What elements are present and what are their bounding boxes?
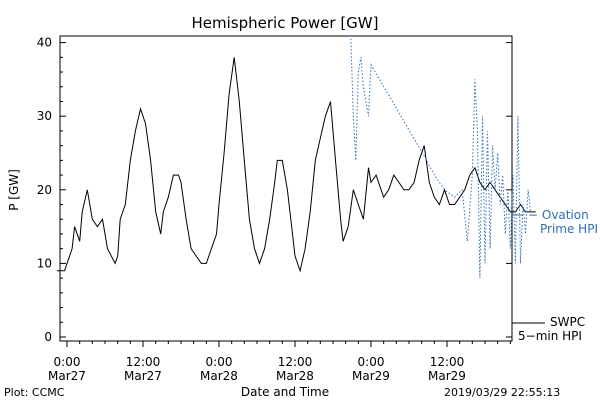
x-axis: 0:00Mar2712:00Mar270:00Mar2812:00Mar280:… <box>48 341 511 383</box>
y-axis-label: P [GW] <box>7 169 21 211</box>
x-tick-label-time: 12:00 <box>126 355 161 369</box>
y-tick-label: 30 <box>37 109 52 123</box>
footer-right: 2019/03/29 22:55:13 <box>444 386 560 399</box>
x-tick-label-date: Mar29 <box>428 369 466 383</box>
legend-ovation-line1: − Ovation <box>528 208 589 222</box>
x-tick-label-date: Mar28 <box>200 369 238 383</box>
legend-swpc-line1: SWPC <box>550 315 585 329</box>
x-tick-label-time: 0:00 <box>54 355 81 369</box>
legend-ovation-line2: Prime HPI <box>540 222 598 236</box>
y-tick-label: 0 <box>44 330 52 344</box>
x-tick-label-time: 12:00 <box>278 355 313 369</box>
series-swpc-line <box>56 57 536 273</box>
plot-area <box>56 35 536 279</box>
series-ovation-line <box>350 35 532 279</box>
x-tick-label-time: 0:00 <box>358 355 385 369</box>
legend-swpc-line2: 5−min HPI <box>518 329 582 343</box>
x-tick-label-date: Mar29 <box>352 369 390 383</box>
x-tick-label-date: Mar27 <box>124 369 162 383</box>
y-axis: 0 10 20 30 40 <box>37 36 512 344</box>
y-tick-label: 20 <box>37 183 52 197</box>
x-tick-label-time: 12:00 <box>430 355 465 369</box>
footer-left: Plot: CCMC <box>4 386 65 399</box>
x-tick-label-date: Mar28 <box>276 369 314 383</box>
x-axis-label: Date and Time <box>241 385 329 399</box>
y-tick-label: 10 <box>37 256 52 270</box>
x-tick-label-date: Mar27 <box>48 369 86 383</box>
legend: − Ovation Prime HPI SWPC 5−min HPI <box>512 208 598 343</box>
y-tick-label: 40 <box>37 36 52 50</box>
chart-title: Hemispheric Power [GW] <box>192 14 379 32</box>
x-tick-label-time: 0:00 <box>206 355 233 369</box>
